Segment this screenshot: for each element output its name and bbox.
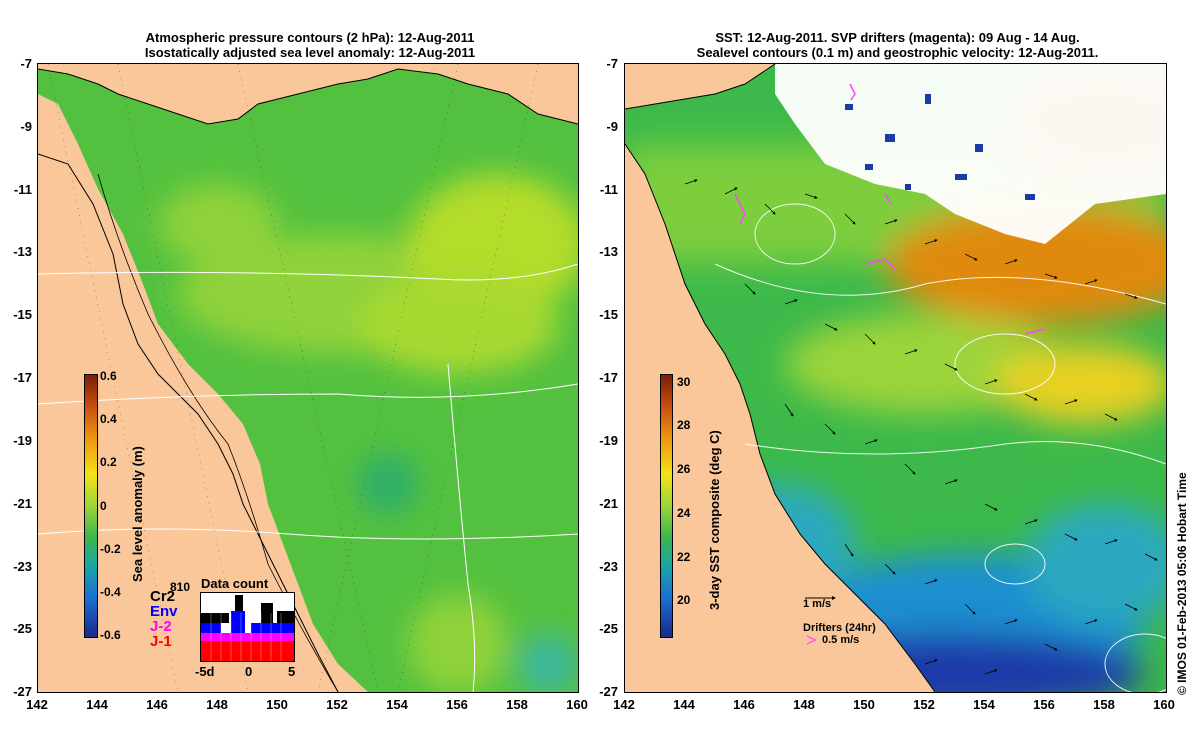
right-y-tick: -19	[599, 433, 618, 448]
right-x-tick: 148	[793, 697, 815, 712]
left-y-tick: -27	[13, 684, 32, 699]
data-count-title: Data count	[201, 576, 269, 591]
colorbar-tick: 0.4	[100, 412, 117, 426]
left-y-tick: -15	[13, 307, 32, 322]
left-x-tick: 142	[26, 697, 48, 712]
left-y-tick: -17	[13, 370, 32, 385]
drifter-legend-value: 0.5 m/s	[822, 634, 860, 646]
mission-j1: J-1	[150, 633, 172, 650]
right-x-tick: 160	[1153, 697, 1175, 712]
left-x-tick: 156	[446, 697, 468, 712]
colorbar-tick: 20	[677, 593, 691, 607]
velocity-arrows	[684, 179, 1158, 675]
colorbar-tick: 0.6	[100, 369, 117, 383]
left-title-line1: Atmospheric pressure contours (2 hPa): 1…	[145, 30, 475, 45]
left-x-tick: 154	[386, 697, 408, 712]
right-x-tick: 154	[973, 697, 995, 712]
right-x-tick: 152	[913, 697, 935, 712]
left-y-tick: -21	[13, 496, 32, 511]
data-count-bars	[201, 595, 294, 661]
colorbar-tick: 26	[677, 462, 691, 476]
right-y-tick: -17	[599, 370, 618, 385]
right-title-line1: SST: 12-Aug-2011. SVP drifters (magenta)…	[715, 30, 1080, 45]
left-x-tick: 160	[566, 697, 588, 712]
drifter-tracks	[734, 83, 1046, 335]
colorbar-tick: -0.2	[100, 542, 121, 556]
left-x-tick: 158	[506, 697, 528, 712]
colorbar-tick: -0.4	[100, 585, 121, 599]
right-y-tick: -27	[599, 684, 618, 699]
right-y-tick: -13	[599, 244, 618, 259]
mission-j2: J-2	[150, 618, 172, 635]
drifter-legend-marker	[806, 635, 817, 645]
left-y-tick: -25	[13, 621, 32, 636]
mission-cr2: Cr2	[150, 588, 176, 605]
right-map-title: SST: 12-Aug-2011. SVP drifters (magenta)…	[625, 30, 1170, 60]
sst-colorbar-label: 3-day SST composite (deg C)	[707, 430, 722, 610]
colorbar-tick: 24	[677, 506, 691, 520]
left-title-line2: Isostatically adjusted sea level anomaly…	[144, 45, 476, 60]
colorbar-tick: 22	[677, 550, 691, 564]
right-x-tick: 156	[1033, 697, 1055, 712]
sea-level-colorbar	[84, 374, 98, 638]
left-y-tick: -23	[13, 559, 32, 574]
colorbar-tick: 0	[100, 499, 107, 513]
colorbar-tick: 0.2	[100, 455, 117, 469]
sea-level-colorbar-label: Sea level anomaly (m)	[130, 446, 145, 582]
right-x-tick: 146	[733, 697, 755, 712]
right-y-tick: -21	[599, 496, 618, 511]
copyright-credit: © IMOS 01-Feb-2013 05:06 Hobart Time	[1175, 472, 1189, 695]
drifter-legend-title: Drifters (24hr)	[803, 622, 876, 634]
right-y-tick: -9	[606, 119, 618, 134]
mission-env: Env	[150, 603, 178, 620]
left-x-tick: 144	[86, 697, 108, 712]
left-x-tick: 146	[146, 697, 168, 712]
data-count-x-label: 0	[245, 664, 253, 679]
left-y-tick: -13	[13, 244, 32, 259]
left-x-tick: 152	[326, 697, 348, 712]
colorbar-tick: 30	[677, 375, 691, 389]
sst-map	[624, 63, 1167, 693]
data-count-top-number: 810	[170, 580, 191, 594]
left-x-tick: 150	[266, 697, 288, 712]
right-x-tick: 158	[1093, 697, 1115, 712]
left-y-tick: -11	[13, 182, 32, 197]
data-count-histogram	[200, 592, 295, 662]
left-x-tick: 148	[206, 697, 228, 712]
right-y-tick: -7	[606, 56, 618, 71]
right-y-tick: -15	[599, 307, 618, 322]
right-y-tick: -25	[599, 621, 618, 636]
left-y-tick: -9	[20, 119, 32, 134]
data-count-x-label: -5d	[195, 664, 215, 679]
right-y-tick: -11	[599, 182, 618, 197]
colorbar-tick: 28	[677, 418, 691, 432]
right-x-tick: 144	[673, 697, 695, 712]
colorbar-tick: -0.6	[100, 628, 121, 642]
sst-colorbar	[660, 374, 673, 638]
right-y-tick: -23	[599, 559, 618, 574]
sst-field	[625, 64, 1166, 692]
right-title-line2: Sealevel contours (0.1 m) and geostrophi…	[696, 45, 1099, 60]
left-y-tick: -7	[20, 56, 32, 71]
right-x-tick: 150	[853, 697, 875, 712]
right-x-tick: 142	[613, 697, 635, 712]
left-map-title: Atmospheric pressure contours (2 hPa): 1…	[40, 30, 580, 60]
velocity-legend-label: 1 m/s	[803, 598, 832, 610]
data-count-x-label: 5	[288, 664, 296, 679]
left-y-tick: -19	[13, 433, 32, 448]
